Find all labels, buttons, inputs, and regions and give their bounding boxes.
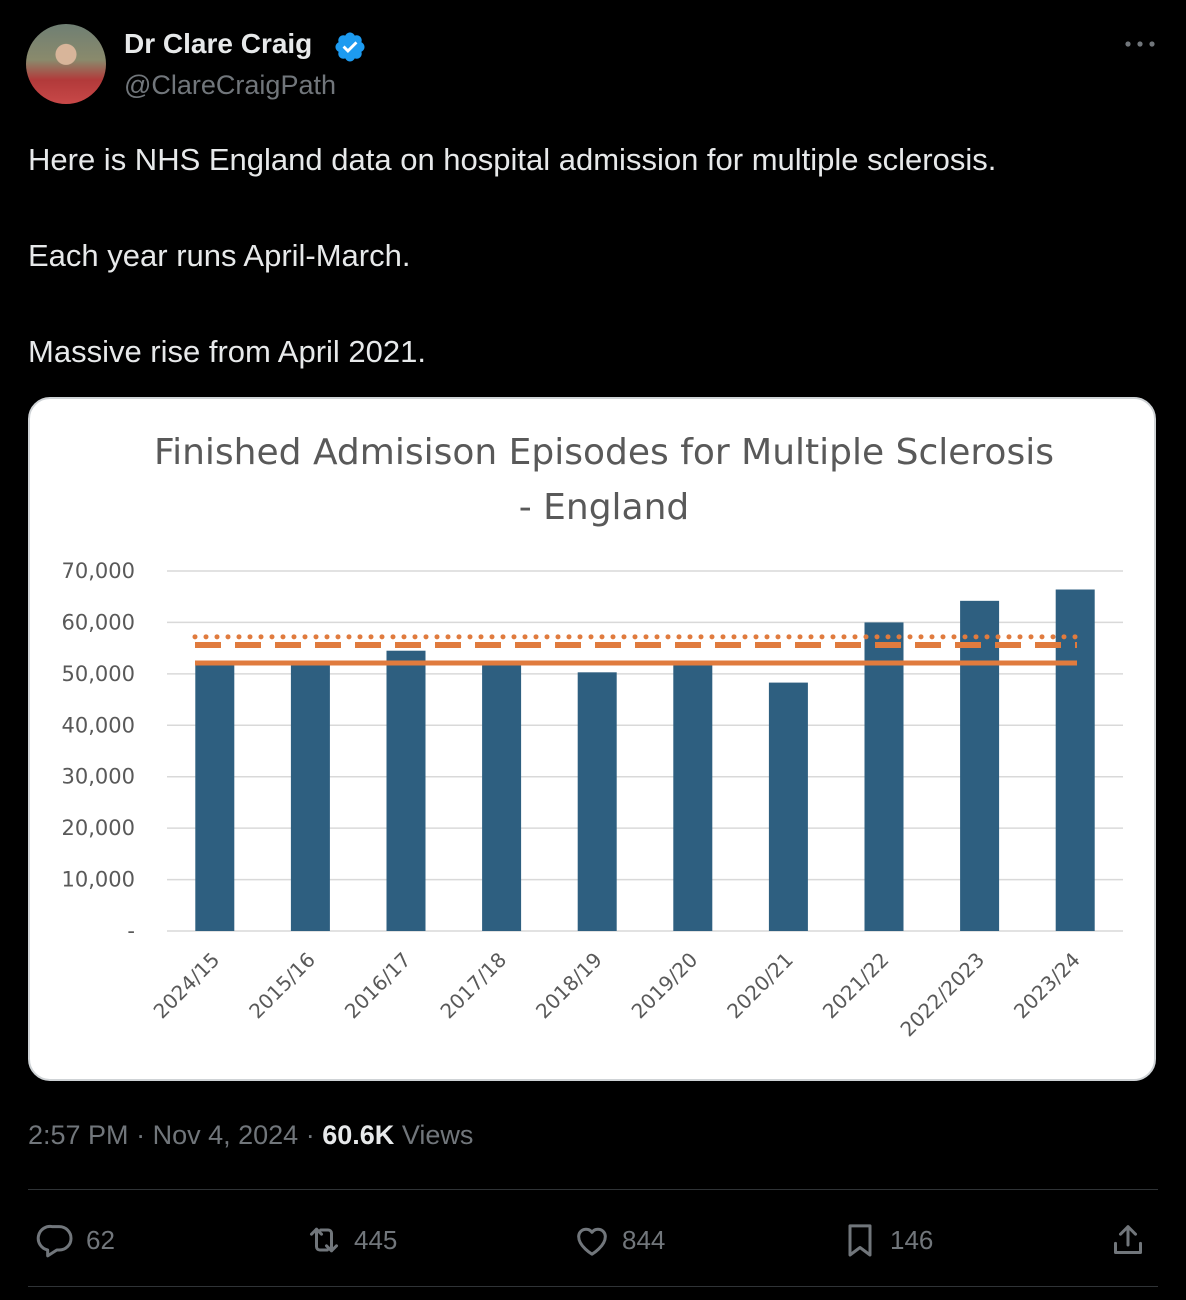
y-tick-label: 50,000: [62, 662, 135, 686]
author-handle[interactable]: @ClareCraigPath: [124, 70, 336, 100]
x-tick-label: 2018/19: [531, 948, 607, 1024]
bar: [577, 672, 617, 931]
bar: [482, 665, 522, 931]
tweet-date[interactable]: Nov 4, 2024: [152, 1120, 299, 1150]
y-tick-label: 30,000: [62, 765, 135, 789]
chart-image[interactable]: Finished Admisison Episodes for Multiple…: [28, 397, 1156, 1081]
bar: [386, 650, 426, 931]
reply-count: 62: [86, 1224, 115, 1255]
bookmark-count: 146: [890, 1224, 934, 1255]
verified-badge-icon: [335, 32, 365, 62]
bar: [864, 622, 904, 931]
tweet-paragraph: Massive rise from April 2021.: [28, 334, 426, 369]
chart-title-line: Finished Admisison Episodes for Multiple…: [154, 432, 1054, 473]
tweet-meta: 2:57 PM · Nov 4, 2024 · 60.6K Views: [28, 1120, 473, 1151]
x-tick-label: 2024/15: [149, 948, 225, 1024]
views-label: Views: [401, 1120, 474, 1150]
bookmark-icon: [848, 1224, 872, 1257]
bar: [1055, 589, 1095, 931]
x-tick-label: 2019/20: [627, 948, 703, 1024]
x-tick-label: 2015/16: [244, 948, 320, 1024]
divider: [28, 1189, 1158, 1190]
x-tick-label: 2020/21: [722, 948, 798, 1024]
y-tick-label: 20,000: [62, 816, 135, 840]
repost-button[interactable]: 445: [304, 1218, 397, 1262]
y-tick-label: 70,000: [62, 559, 135, 583]
avatar[interactable]: [26, 24, 106, 104]
tweet-paragraph: Here is NHS England data on hospital adm…: [28, 142, 997, 177]
x-tick-label: 2017/18: [435, 948, 511, 1024]
bar: [960, 600, 1000, 931]
tweet-paragraph: Each year runs April-March.: [28, 238, 411, 273]
bar-chart: Finished Admisison Episodes for Multiple…: [62, 432, 1123, 1042]
display-name[interactable]: Dr Clare Craig: [124, 28, 313, 59]
bar: [768, 682, 808, 931]
x-tick-label: 2016/17: [340, 948, 416, 1024]
repost-count: 445: [354, 1224, 398, 1255]
more-options-icon[interactable]: [1122, 34, 1158, 54]
repost-icon: [310, 1227, 338, 1253]
y-tick-label: 60,000: [62, 610, 135, 634]
x-tick-label: 2022/2023: [895, 948, 989, 1042]
divider: [28, 1286, 1158, 1287]
bar: [673, 663, 713, 931]
separator-dot: ·: [305, 1120, 315, 1150]
tweet-text: Here is NHS England data on hospital adm…: [28, 136, 1158, 424]
heart-icon: [577, 1227, 607, 1256]
y-tick-label: 40,000: [62, 713, 135, 737]
views-count: 60.6K: [322, 1120, 395, 1150]
tweet-time[interactable]: 2:57 PM: [28, 1120, 129, 1150]
bar: [290, 664, 330, 931]
like-count: 844: [622, 1224, 666, 1255]
x-tick-label: 2023/24: [1009, 948, 1085, 1024]
reply-button[interactable]: 62: [36, 1218, 115, 1262]
like-button[interactable]: 844: [572, 1218, 665, 1262]
x-tick-label: 2021/22: [818, 948, 894, 1024]
bar: [195, 662, 235, 931]
separator-dot: ·: [136, 1120, 146, 1150]
share-icon: [1114, 1225, 1142, 1254]
chart-title-line: - England: [519, 487, 690, 528]
y-tick-label: 10,000: [62, 868, 135, 892]
y-tick-label: -: [127, 919, 135, 943]
reply-icon: [36, 1224, 73, 1258]
bookmark-button[interactable]: 146: [840, 1218, 933, 1262]
share-button[interactable]: [1108, 1218, 1158, 1262]
